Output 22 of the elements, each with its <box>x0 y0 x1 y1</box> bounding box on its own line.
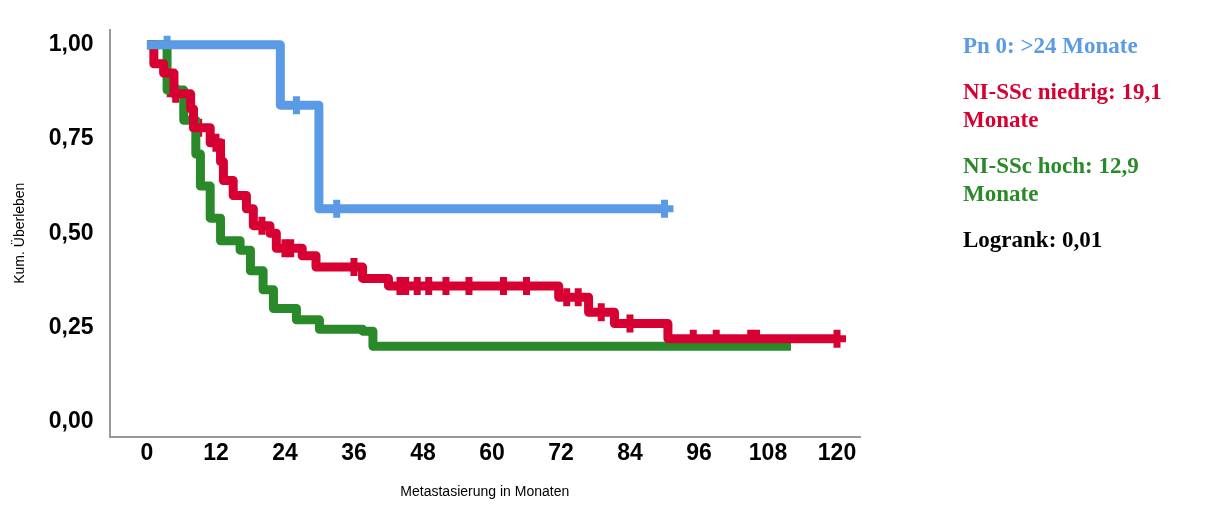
x-axis-title: Metastasierung in Monaten <box>400 483 570 500</box>
x-tick-label: 48 <box>410 438 436 465</box>
y-tick-label: 0,75 <box>48 124 94 151</box>
text: Logrank: 0,01 <box>963 226 1104 254</box>
x-tick-label: 24 <box>272 438 298 465</box>
x-tick-label: 96 <box>686 438 712 465</box>
x-tick-label: 0 <box>140 438 154 465</box>
y-tick-label: 0,50 <box>48 218 94 245</box>
text: NI-SSc niedrig: 19,1 Monate <box>963 78 1163 134</box>
x-tick-label: 60 <box>479 438 505 465</box>
y-axis-title: Kum. Überleben <box>10 182 28 284</box>
y-tick-label: 1,00 <box>48 30 94 57</box>
x-tick-label: 36 <box>341 438 367 465</box>
y-tick-label: 0,00 <box>48 406 94 433</box>
text: Pn 0: >24 Monate <box>963 32 1139 60</box>
x-tick-label: 108 <box>748 438 788 465</box>
x-tick-label: 72 <box>548 438 574 465</box>
x-tick-label: 120 <box>817 438 857 465</box>
y-tick-label: 0,25 <box>48 312 94 339</box>
x-tick-label: 12 <box>203 438 229 465</box>
text: NI-SSc hoch: 12,9 Monate <box>963 152 1140 208</box>
x-tick-label: 84 <box>617 438 643 465</box>
